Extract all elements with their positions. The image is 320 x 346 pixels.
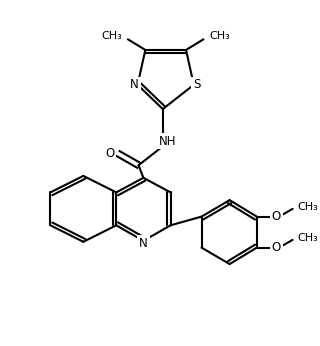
Text: N: N [139, 237, 148, 250]
Text: NH: NH [159, 135, 176, 147]
Text: CH₃: CH₃ [101, 31, 122, 42]
Text: O: O [105, 147, 114, 160]
Text: CH₃: CH₃ [298, 233, 318, 243]
Text: O: O [272, 210, 281, 223]
Text: S: S [193, 78, 200, 91]
Text: N: N [130, 78, 139, 91]
Text: O: O [272, 241, 281, 254]
Text: CH₃: CH₃ [209, 31, 230, 42]
Text: CH₃: CH₃ [298, 202, 318, 212]
